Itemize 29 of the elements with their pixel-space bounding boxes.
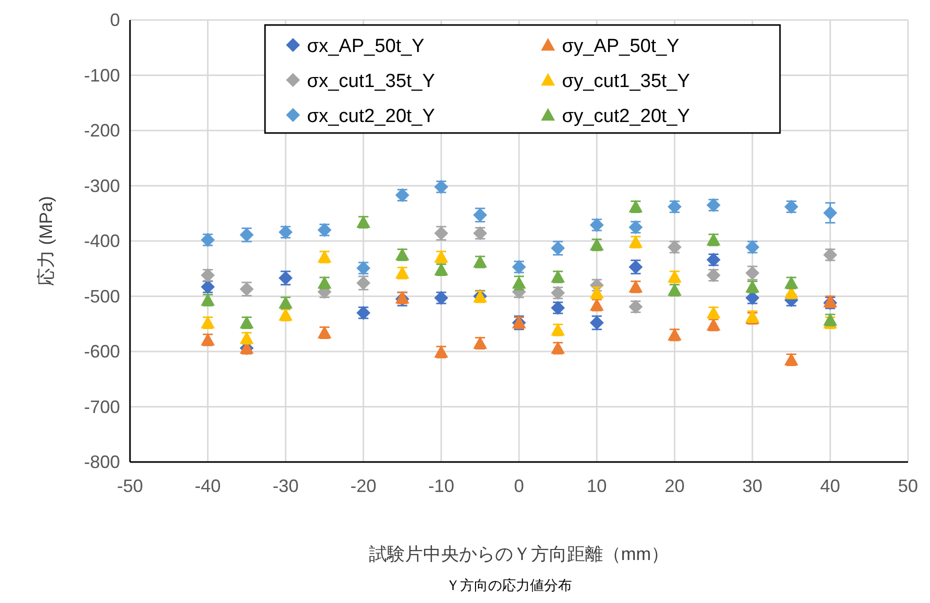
y-tick-label: -100: [84, 65, 120, 86]
y-tick-label: -200: [84, 120, 120, 140]
x-tick-label: -40: [194, 476, 221, 496]
x-tick-label: 0: [514, 476, 524, 496]
text: Ｙ方向の応力値分布: [446, 577, 572, 593]
x-tick-label: -10: [428, 476, 454, 496]
x-tick-label: -20: [350, 476, 376, 496]
x-tick-label: 20: [664, 476, 685, 496]
legend-label: σy_AP_50t_Y: [562, 36, 680, 57]
y-tick-label: -600: [84, 342, 120, 362]
x-tick-label: 30: [742, 476, 762, 496]
x-axis-title: 試験片中央からのＹ方向距離（mm）: [369, 544, 669, 564]
y-axis-title: 応力 (MPa): [36, 196, 56, 286]
legend-label: σx_AP_50t_Y: [307, 36, 425, 57]
x-tick-label: -50: [116, 476, 144, 496]
x-tick-label: 40: [820, 476, 840, 496]
legend-label: σx_cut1_35t_Y: [307, 71, 436, 92]
legend-label: σx_cut2_20t_Y: [307, 106, 436, 127]
y-tick-label: -300: [84, 176, 120, 196]
y-tick-label: -400: [84, 231, 120, 251]
x-tick-label: -30: [272, 476, 299, 496]
legend-label: σy_cut2_20t_Y: [562, 106, 690, 127]
y-tick-label: -500: [84, 286, 120, 306]
y-tick-label: -700: [84, 396, 120, 417]
legend-label: σy_cut1_35t_Y: [562, 71, 690, 92]
y-tick-label: 0: [110, 10, 120, 30]
x-tick-label: 10: [586, 476, 607, 496]
y-tick-label: -800: [84, 452, 120, 472]
x-tick-label: 50: [898, 476, 918, 496]
